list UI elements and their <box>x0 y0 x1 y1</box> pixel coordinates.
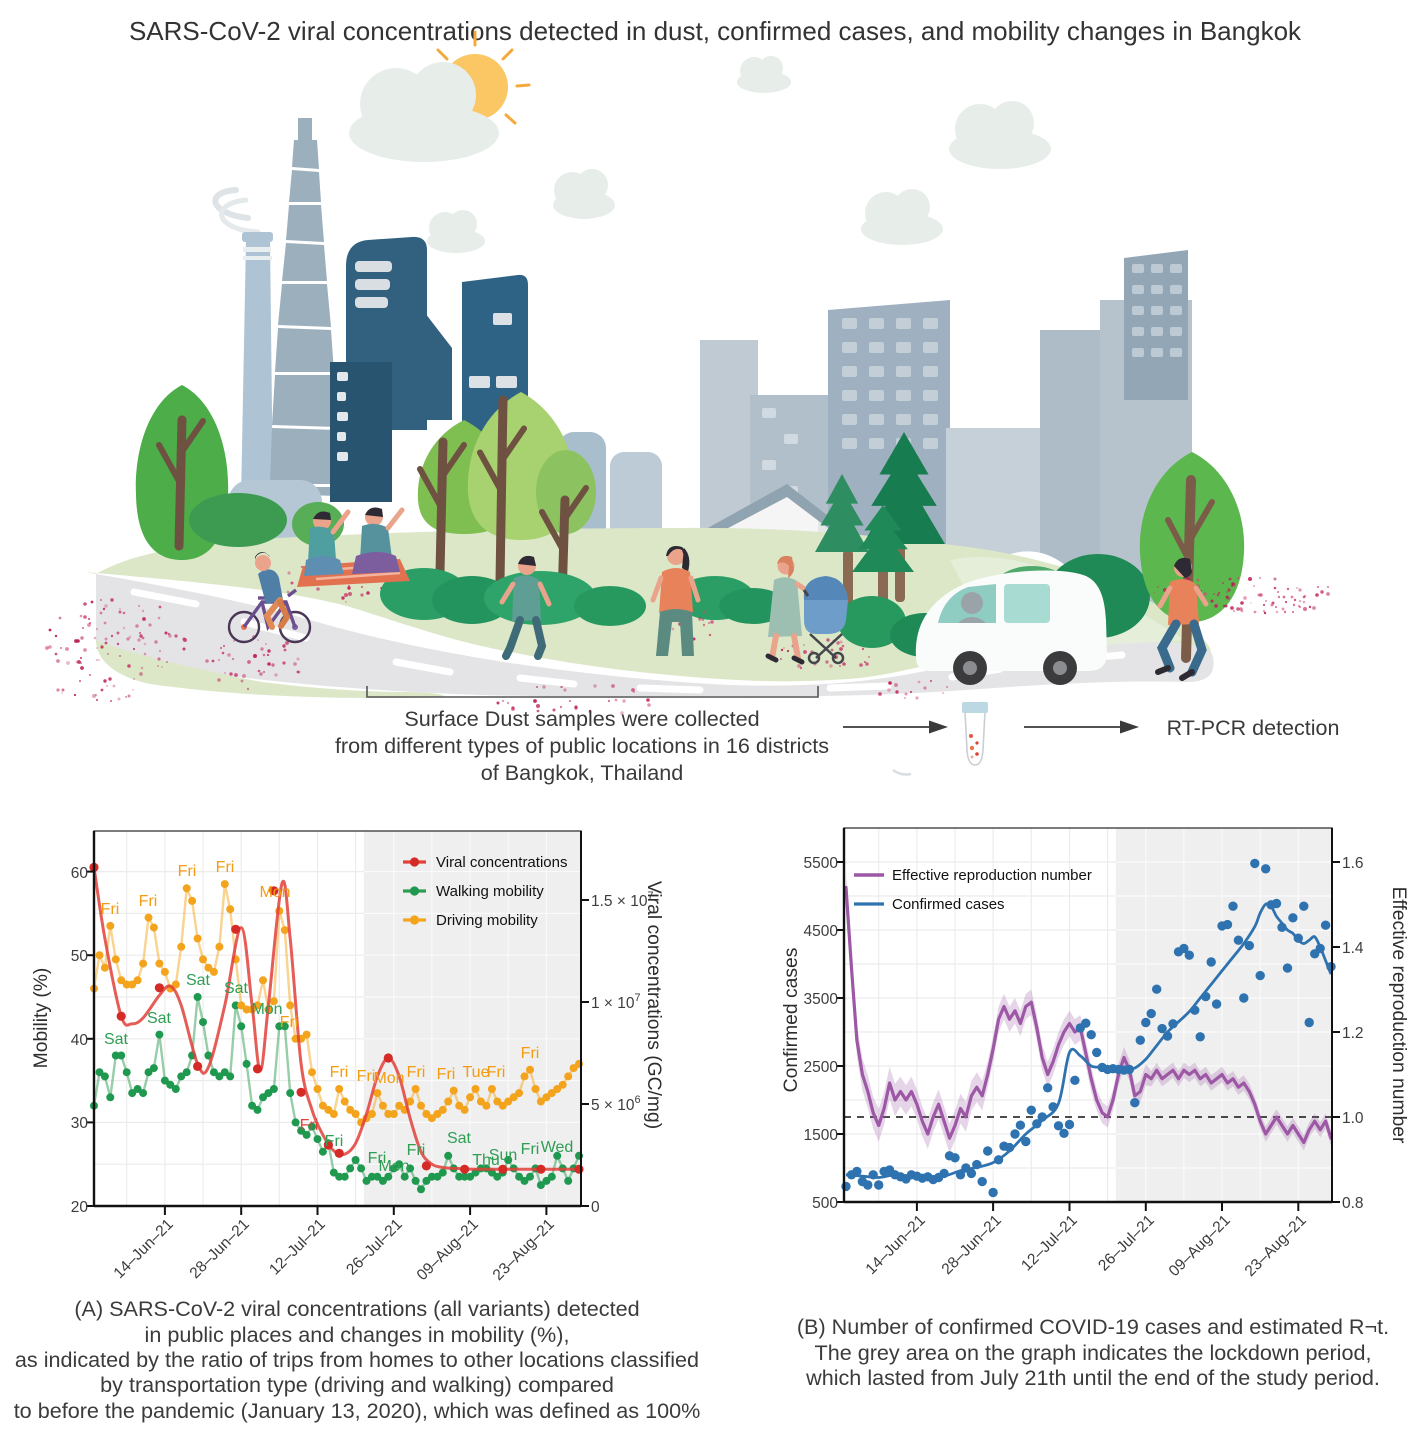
svg-text:Mon: Mon <box>378 1158 409 1175</box>
svg-text:4500: 4500 <box>804 923 839 940</box>
svg-text:Mobility (%): Mobility (%) <box>31 968 52 1069</box>
svg-text:Fri: Fri <box>330 1064 349 1081</box>
svg-text:Fri: Fri <box>139 893 158 910</box>
svg-text:60: 60 <box>71 865 89 882</box>
svg-text:(B) Number of confirmed COVID-: (B) Number of confirmed COVID-19 cases a… <box>797 1314 1389 1339</box>
svg-text:2500: 2500 <box>804 1059 839 1076</box>
svg-text:1.4: 1.4 <box>1342 940 1364 957</box>
svg-text:Mon: Mon <box>259 884 290 901</box>
svg-text:Fri: Fri <box>216 859 235 876</box>
svg-text:Mon: Mon <box>251 1001 282 1018</box>
svg-text:Sat: Sat <box>186 972 211 989</box>
svg-text:as indicated by the ratio of t: as indicated by the ratio of trips from … <box>15 1347 699 1372</box>
svg-text:Sat: Sat <box>447 1130 472 1147</box>
svg-text:5 × 106: 5 × 106 <box>591 1094 641 1114</box>
svg-text:Driving mobility: Driving mobility <box>436 912 538 929</box>
svg-text:3500: 3500 <box>804 991 839 1008</box>
svg-text:Fri: Fri <box>407 1064 426 1081</box>
svg-text:Fri: Fri <box>325 1133 344 1150</box>
svg-text:by transportation type (drivin: by transportation type (driving and walk… <box>100 1372 614 1397</box>
svg-text:The grey area on the graph ind: The grey area on the graph indicates the… <box>815 1340 1372 1365</box>
svg-text:500: 500 <box>812 1195 838 1212</box>
svg-text:Viral concentrations: Viral concentrations <box>436 854 567 871</box>
svg-text:SARS-CoV-2 viral concentration: SARS-CoV-2 viral concentrations detected… <box>129 16 1302 46</box>
svg-text:Effective reproduction number: Effective reproduction number <box>892 867 1092 884</box>
svg-text:Fri: Fri <box>437 1066 456 1083</box>
svg-text:Thu: Thu <box>472 1152 500 1169</box>
svg-text:1.6: 1.6 <box>1342 855 1364 872</box>
svg-text:Fri: Fri <box>178 863 197 880</box>
svg-text:1500: 1500 <box>804 1127 839 1144</box>
svg-text:Sun: Sun <box>489 1147 517 1164</box>
svg-text:in public places and changes i: in public places and changes in mobility… <box>145 1322 570 1347</box>
svg-text:RT-PCR detection: RT-PCR detection <box>1167 716 1340 740</box>
svg-text:from different types of public: from different types of public locations… <box>335 733 829 758</box>
svg-text:0: 0 <box>591 1199 600 1216</box>
svg-text:Walking mobility: Walking mobility <box>436 883 544 900</box>
svg-text:Fri: Fri <box>487 1064 506 1081</box>
svg-text:Fri: Fri <box>300 1117 319 1134</box>
svg-text:Confirmed cases: Confirmed cases <box>892 896 1005 913</box>
svg-text:Fri: Fri <box>407 1142 426 1159</box>
svg-text:1.2: 1.2 <box>1342 1025 1364 1042</box>
svg-text:Confirmed cases: Confirmed cases <box>781 948 802 1093</box>
svg-text:Sat: Sat <box>147 1010 172 1027</box>
svg-text:Mon: Mon <box>373 1070 404 1087</box>
svg-text:Viral concentrations (GC/mg): Viral concentrations (GC/mg) <box>643 881 664 1129</box>
svg-text:Fri: Fri <box>521 1141 540 1158</box>
svg-text:1 × 107: 1 × 107 <box>591 992 641 1012</box>
svg-text:Fri: Fri <box>101 901 120 918</box>
svg-text:to before the pandemic (Januar: to before the pandemic (January 13, 2020… <box>14 1398 701 1423</box>
svg-text:20: 20 <box>71 1199 89 1216</box>
svg-text:50: 50 <box>71 948 89 965</box>
svg-text:of Bangkok, Thailand: of Bangkok, Thailand <box>481 760 683 785</box>
svg-text:Effective reproduction number: Effective reproduction number <box>1388 887 1409 1144</box>
svg-text:which lasted from July 21th un: which lasted from July 21th until the en… <box>805 1365 1380 1390</box>
svg-text:Fri: Fri <box>280 1014 299 1031</box>
svg-text:0.8: 0.8 <box>1342 1195 1364 1212</box>
svg-text:Fri: Fri <box>357 1068 376 1085</box>
svg-text:1.0: 1.0 <box>1342 1110 1364 1127</box>
svg-text:Tue: Tue <box>463 1064 490 1081</box>
svg-text:5500: 5500 <box>804 855 839 872</box>
svg-text:Fri: Fri <box>368 1150 387 1167</box>
svg-text:Fri: Fri <box>521 1045 540 1062</box>
svg-text:Wed: Wed <box>541 1139 574 1156</box>
svg-text:(A) SARS-CoV-2 viral concentra: (A) SARS-CoV-2 viral concentrations (all… <box>74 1296 639 1321</box>
svg-text:Surface Dust samples were coll: Surface Dust samples were collected <box>404 706 759 731</box>
svg-text:30: 30 <box>71 1115 89 1132</box>
svg-text:Sat: Sat <box>224 980 249 997</box>
svg-text:Sat: Sat <box>104 1031 129 1048</box>
svg-text:40: 40 <box>71 1032 89 1049</box>
svg-text:1.5 × 107: 1.5 × 107 <box>591 890 654 910</box>
